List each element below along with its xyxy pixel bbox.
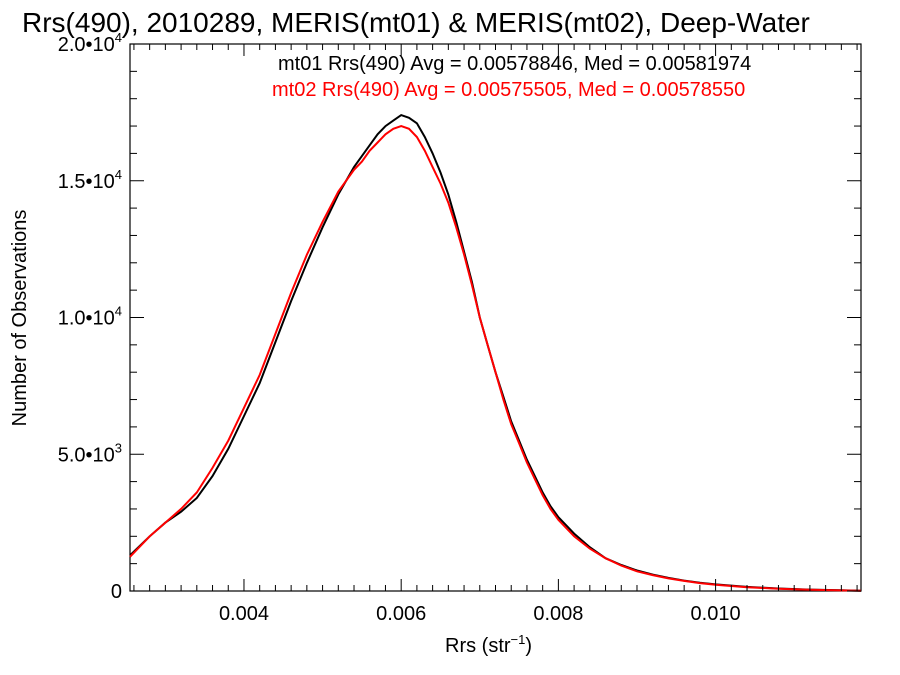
y-tick-label: 0 bbox=[111, 581, 122, 603]
y-tick-label: 5.0•103 bbox=[58, 440, 122, 466]
plot-frame bbox=[129, 43, 862, 592]
y-tick-label: 1.0•104 bbox=[58, 304, 122, 330]
series-layer bbox=[129, 113, 862, 592]
x-axis-label-end: ) bbox=[525, 635, 532, 657]
legend-entry-mt02: mt02 Rrs(490) Avg = 0.00575505, Med = 0.… bbox=[272, 79, 745, 101]
y-axis-ticks: 0 5.0•103 1.0•104 1.5•104 2.0•104 bbox=[58, 30, 861, 603]
x-axis-label: Rrs (str−1) bbox=[445, 632, 532, 657]
x-tick-label: 0.008 bbox=[533, 603, 583, 625]
x-tick-label: 0.004 bbox=[219, 603, 269, 625]
series-line-2 bbox=[129, 125, 862, 592]
x-axis-ticks: 0.004 0.006 0.008 0.010 bbox=[133, 44, 858, 625]
y-tick-label: 2.0•104 bbox=[58, 30, 122, 56]
x-tick-label: 0.006 bbox=[376, 603, 426, 625]
x-tick-label: 0.010 bbox=[691, 603, 741, 625]
x-axis-label-main: Rrs (str bbox=[445, 635, 511, 657]
x-axis-label-sup: −1 bbox=[511, 632, 526, 647]
series-line-1 bbox=[129, 113, 862, 592]
legend-entry-mt01: mt01 Rrs(490) Avg = 0.00578846, Med = 0.… bbox=[278, 53, 751, 75]
chart-title: Rrs(490), 2010289, MERIS(mt01) & MERIS(m… bbox=[22, 7, 810, 38]
y-tick-label: 1.5•104 bbox=[58, 167, 122, 193]
y-axis-label: Number of Observations bbox=[9, 210, 31, 427]
